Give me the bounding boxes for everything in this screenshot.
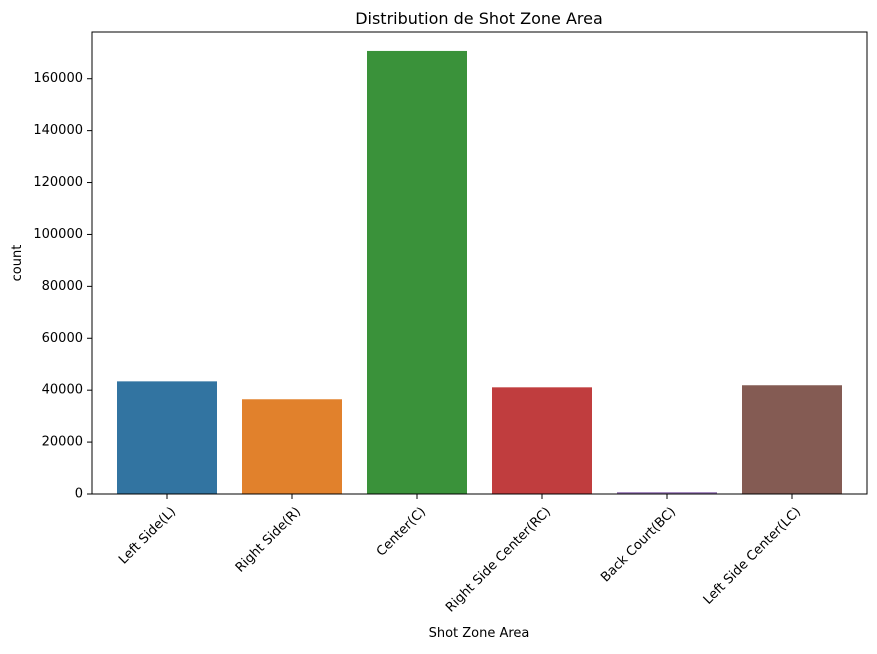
x-axis-title: Shot Zone Area bbox=[429, 626, 530, 641]
bar-0 bbox=[117, 381, 217, 494]
x-tick-label: Back Court(BC) bbox=[598, 504, 679, 585]
chart-title: Distribution de Shot Zone Area bbox=[355, 9, 603, 28]
x-tick-label: Left Side Center(LC) bbox=[701, 504, 804, 607]
y-axis-ticks: 0 20000 40000 60000 80000 100000 120000 140000 1… bbox=[33, 71, 92, 502]
y-tick-label: 0 bbox=[75, 487, 83, 502]
y-tick-label: 40000 bbox=[42, 383, 83, 398]
y-tick-label: 120000 bbox=[33, 175, 83, 190]
x-axis-ticks: Left Side(L) Right Side(R) Center(C) Right … bbox=[116, 494, 804, 615]
plot-frame bbox=[91, 31, 868, 495]
bar-2 bbox=[367, 50, 467, 494]
y-tick-label: 100000 bbox=[33, 227, 83, 242]
bar-4 bbox=[617, 492, 717, 494]
y-tick-label: 80000 bbox=[42, 279, 83, 294]
y-tick-label: 20000 bbox=[42, 435, 83, 450]
x-tick-label: Center(C) bbox=[374, 504, 429, 559]
x-tick-label: Left Side(L) bbox=[116, 504, 179, 567]
bar-3 bbox=[492, 387, 592, 494]
y-tick-label: 140000 bbox=[33, 123, 83, 138]
y-axis-title: count bbox=[10, 245, 25, 282]
y-tick-label: 160000 bbox=[33, 71, 83, 86]
x-tick-label: Right Side Center(RC) bbox=[443, 504, 554, 615]
x-tick-label: Right Side(R) bbox=[233, 504, 304, 575]
bars-group bbox=[117, 50, 842, 494]
y-tick-label: 60000 bbox=[42, 331, 83, 346]
bar-5 bbox=[742, 385, 842, 494]
bar-1 bbox=[242, 399, 342, 494]
